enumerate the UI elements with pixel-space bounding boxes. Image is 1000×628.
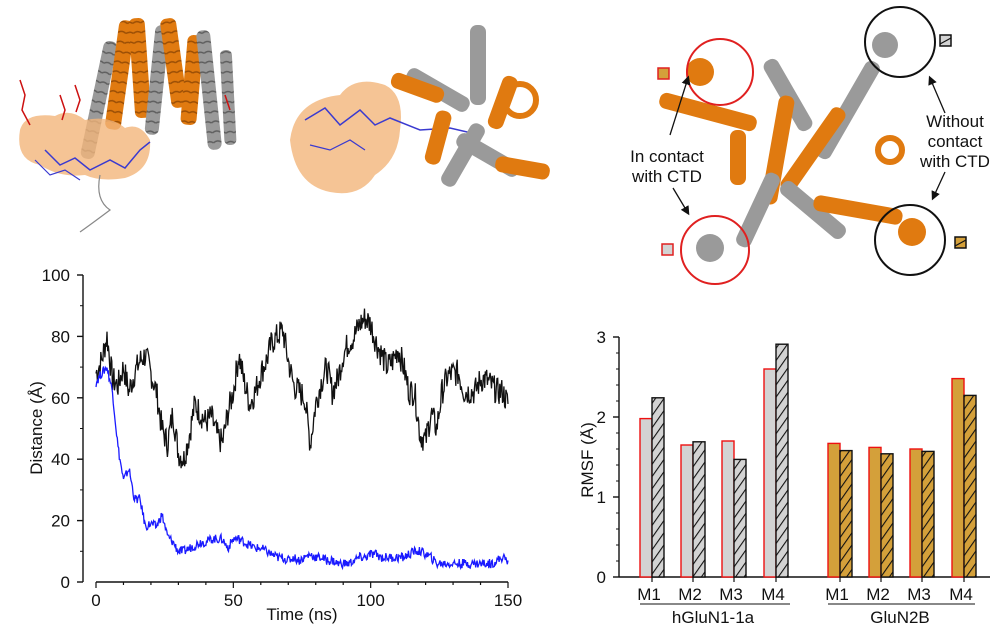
bar-contact	[909, 448, 923, 578]
category-label: M2	[866, 585, 890, 604]
bar-contact	[827, 442, 841, 578]
x-tick-label: 100	[356, 591, 384, 610]
no-contact-circle-top	[864, 6, 936, 78]
x-tick-label: 50	[224, 591, 243, 610]
category-label: M3	[907, 585, 931, 604]
bar-contact	[951, 377, 965, 578]
distance-line-chart: 0 20 40 60 80 100 0 50 100 150 Time (ns) Distance…	[27, 266, 522, 624]
y-tick-label: 3	[597, 328, 606, 347]
bar-no-contact	[692, 441, 706, 578]
y-tick-label: 100	[42, 266, 70, 285]
y-tick-label: 80	[51, 327, 70, 346]
label-without-contact: Without contact with CTD	[920, 112, 990, 171]
blue-trace	[95, 365, 509, 571]
bar-no-contact	[839, 449, 853, 578]
bar-chart-ylabel: RMSF (Å)	[580, 422, 597, 498]
category-label: M3	[719, 585, 743, 604]
black-trace	[95, 308, 509, 469]
bar-no-contact	[921, 450, 935, 578]
contact-circle-bottom	[680, 215, 750, 285]
bar-no-contact	[880, 453, 894, 578]
x-tick-label: 150	[494, 591, 522, 610]
no-contact-circle-bottom	[874, 204, 946, 276]
bar-no-contact	[733, 458, 747, 578]
legend-square-glun1-nocontact	[939, 34, 952, 47]
line-chart-ylabel: Distance (Å)	[27, 381, 46, 475]
y-tick-label: 2	[597, 408, 606, 427]
y-tick-label: 40	[51, 450, 70, 469]
structure-top-view	[290, 25, 550, 194]
label-in-contact: In contact with CTD	[630, 147, 704, 186]
bar-no-contact	[651, 397, 665, 578]
y-tick-label: 0	[61, 573, 70, 592]
legend-square-glun1-contact	[661, 243, 674, 256]
y-tick-label: 60	[51, 389, 70, 408]
x-tick-label: 0	[91, 591, 100, 610]
bar-contact	[868, 446, 882, 578]
bar-no-contact	[775, 343, 789, 578]
y-tick-label: 0	[597, 568, 606, 587]
category-label: M4	[949, 585, 973, 604]
bar-contact	[639, 417, 653, 578]
legend-square-glun2b-nocontact	[954, 236, 967, 249]
category-label: M1	[825, 585, 849, 604]
bar-contact	[763, 368, 777, 578]
line-chart-xlabel: Time (ns)	[266, 605, 337, 624]
rmsf-bar-chart: 0 1 2 3 M1 M2 M3 M4 M1 M2 M3 M4 hGluN1-1a GluN2B R…	[580, 328, 990, 627]
legend-square-glun2b-contact	[657, 67, 670, 80]
y-tick-label: 20	[51, 512, 70, 531]
contact-circle-top	[686, 38, 754, 106]
bar-no-contact	[963, 394, 977, 578]
bar-contact	[680, 444, 694, 578]
group-label-glun1: hGluN1-1a	[672, 608, 755, 627]
category-label: M2	[678, 585, 702, 604]
category-label: M1	[637, 585, 661, 604]
category-label: M4	[761, 585, 785, 604]
structure-annotated-view	[657, 6, 967, 285]
y-tick-label: 1	[597, 488, 606, 507]
bar-contact	[721, 440, 735, 578]
structure-side-view	[19, 17, 237, 233]
group-label-glun2b: GluN2B	[870, 608, 930, 627]
